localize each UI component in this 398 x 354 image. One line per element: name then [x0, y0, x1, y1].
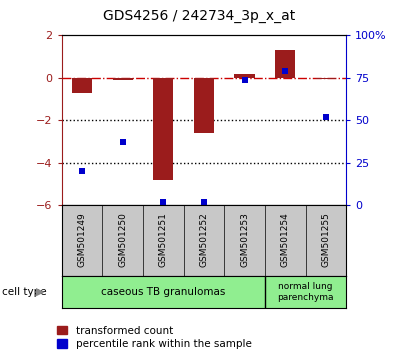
- Bar: [234, 74, 255, 78]
- Bar: [316, 78, 336, 79]
- Text: cell type: cell type: [2, 287, 47, 297]
- Text: normal lung
parenchyma: normal lung parenchyma: [277, 282, 334, 302]
- Text: GSM501252: GSM501252: [199, 212, 209, 267]
- Text: GSM501254: GSM501254: [281, 212, 290, 267]
- Text: GSM501250: GSM501250: [118, 212, 127, 267]
- Text: GSM501251: GSM501251: [159, 212, 168, 267]
- Bar: [275, 50, 295, 78]
- Bar: [194, 78, 214, 133]
- Text: GSM501253: GSM501253: [240, 212, 249, 267]
- Legend: transformed count, percentile rank within the sample: transformed count, percentile rank withi…: [57, 326, 252, 349]
- Bar: [113, 78, 133, 80]
- Text: caseous TB granulomas: caseous TB granulomas: [101, 287, 226, 297]
- Text: ▶: ▶: [35, 287, 44, 297]
- Bar: [72, 78, 92, 93]
- Bar: [153, 78, 174, 180]
- Text: GDS4256 / 242734_3p_x_at: GDS4256 / 242734_3p_x_at: [103, 9, 295, 23]
- Text: GSM501255: GSM501255: [322, 212, 330, 267]
- Text: GSM501249: GSM501249: [78, 212, 86, 267]
